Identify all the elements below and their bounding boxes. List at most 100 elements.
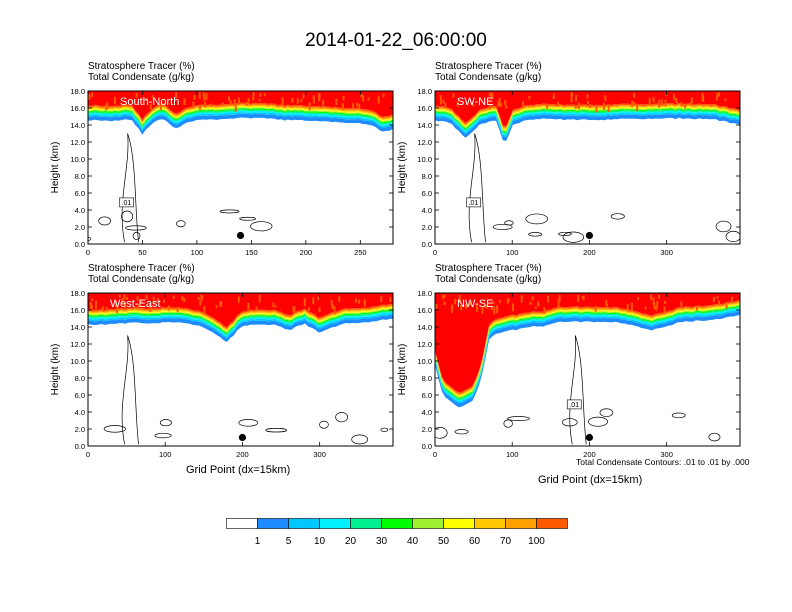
condensate-contour (103, 425, 126, 433)
tracer-speckle (631, 101, 634, 108)
tracer-speckle (113, 96, 116, 105)
tracer-speckle (552, 93, 555, 99)
x-tick-label: 300 (660, 248, 673, 257)
tracer-speckle (460, 304, 463, 311)
tracer-speckle (652, 297, 655, 305)
tracer-speckle (203, 305, 206, 314)
tracer-speckle (443, 301, 446, 306)
y-axis-title: Height (km) (397, 344, 408, 396)
colorbar-label: 1 (255, 536, 261, 547)
tracer-band (435, 109, 740, 134)
tracer-speckle (604, 95, 607, 102)
condensate-contour (176, 220, 186, 228)
y-tick-label: 0.0 (422, 240, 432, 249)
tracer-speckle (183, 98, 186, 106)
tracer-speckle (318, 93, 321, 99)
plot-frame (87, 90, 394, 245)
tracer-band (88, 113, 393, 135)
colorbar-swatch (257, 518, 289, 529)
plot-frame (87, 292, 394, 447)
condensate-contour (88, 237, 92, 241)
tracer-speckle (537, 303, 540, 307)
condensate-contour (238, 419, 259, 427)
panel-west-east: Stratosphere Tracer (%) Total Condensate… (88, 263, 398, 463)
tracer-speckle (94, 302, 97, 311)
tracer-field (88, 293, 393, 445)
condensate-contour (265, 428, 287, 433)
tracer-speckle (652, 96, 655, 103)
tracer-speckle (307, 307, 310, 312)
tracer-speckle (497, 100, 500, 108)
label-stratosphere-tracer: Stratosphere Tracer (%) (88, 263, 195, 274)
tracer-band (435, 113, 740, 141)
tracer-speckle (237, 296, 240, 303)
y-tick-label: 18.0 (417, 289, 432, 298)
tracer-field (435, 91, 740, 243)
colorbar-swatch (226, 518, 258, 529)
tracer-speckle (630, 302, 633, 311)
tracer-speckle (636, 104, 639, 112)
tracer-speckle (442, 99, 445, 104)
tracer-speckle (684, 105, 687, 109)
colorbar-swatch (288, 518, 320, 529)
tracer-speckle (631, 100, 634, 103)
tracer-speckle (153, 300, 156, 304)
label-total-condensate: Total Condensate (g/kg) (88, 72, 195, 83)
condensate-contour (492, 223, 513, 230)
tracer-red-region (435, 91, 740, 126)
tracer-band (88, 109, 393, 128)
condensate-contour (351, 434, 369, 445)
tracer-speckle (491, 93, 494, 99)
tracer-speckle (451, 304, 454, 310)
tracer-speckle (498, 299, 501, 304)
tracer-speckle (605, 299, 608, 306)
tracer-speckle (198, 92, 201, 99)
x-tick-label: 200 (236, 450, 249, 459)
tracer-speckle (272, 302, 275, 308)
tracer-speckle (574, 104, 577, 110)
tracer-speckle (163, 103, 166, 107)
tracer-speckle (575, 94, 578, 102)
condensate-contour (507, 416, 530, 422)
tracer-speckle (263, 93, 266, 97)
tracer-speckle (308, 102, 311, 111)
plot-frame (434, 90, 741, 245)
tracer-speckle (291, 98, 294, 103)
panel-nw-se: Stratosphere Tracer (%) Total Condensate… (435, 263, 745, 463)
tracer-speckle (443, 294, 446, 298)
label-total-condensate: Total Condensate (g/kg) (435, 274, 542, 285)
tracer-speckle (577, 102, 580, 110)
y-tick-label: 6.0 (75, 391, 85, 400)
tracer-speckle (663, 306, 666, 313)
tracer-speckle (481, 306, 484, 314)
tracer-speckle (88, 94, 91, 100)
contour-label: .01 (469, 200, 479, 207)
x-tick-label: 200 (583, 248, 596, 257)
tracer-speckle (312, 95, 315, 104)
tracer-speckle (95, 300, 98, 304)
tracer-speckle (528, 95, 531, 100)
tracer-speckle (595, 104, 598, 113)
y-tick-label: 4.0 (75, 408, 85, 417)
tracer-speckle (490, 92, 493, 96)
tracer-speckle (300, 99, 303, 103)
tracer-speckle (247, 98, 250, 103)
tracer-speckle (680, 101, 683, 107)
tracer-speckle (534, 306, 537, 309)
colorbar-swatch (505, 518, 537, 529)
panel-name: West-East (110, 298, 161, 310)
x-tick-label: 100 (506, 450, 519, 459)
tracer-speckle (488, 92, 491, 97)
tracer-speckle (172, 295, 175, 299)
tracer-speckle (633, 102, 636, 106)
contour-label-box (119, 197, 134, 208)
tracer-speckle (183, 298, 186, 302)
tracer-speckle (106, 101, 109, 110)
tracer-speckle (546, 103, 549, 109)
y-tick-label: 6.0 (422, 189, 432, 198)
tracer-red-region (435, 293, 740, 393)
tracer-band (88, 108, 393, 127)
tracer-speckle (586, 100, 589, 104)
tracer-speckle (520, 295, 523, 303)
x-tick-label: 100 (506, 248, 519, 257)
